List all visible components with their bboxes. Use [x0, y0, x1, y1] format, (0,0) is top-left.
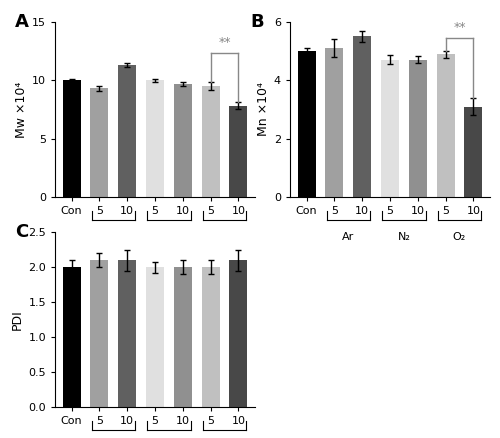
Text: B: B — [250, 13, 264, 31]
Bar — [230, 260, 248, 407]
Bar — [118, 65, 136, 197]
Text: O₂: O₂ — [453, 232, 466, 242]
Text: **: ** — [218, 36, 230, 49]
Bar — [436, 54, 454, 197]
Bar — [202, 86, 220, 197]
Bar — [90, 260, 108, 407]
Y-axis label: Mw ×10⁴: Mw ×10⁴ — [15, 81, 28, 138]
Bar — [90, 88, 108, 197]
Text: N₂: N₂ — [162, 232, 175, 242]
Bar — [381, 60, 399, 197]
Bar — [174, 267, 192, 407]
Bar — [62, 267, 80, 407]
Text: Ar: Ar — [107, 232, 120, 242]
Bar — [62, 80, 80, 197]
Text: N₂: N₂ — [398, 232, 410, 242]
Bar — [326, 48, 344, 197]
Text: O₂: O₂ — [218, 232, 231, 242]
Bar — [202, 267, 220, 407]
Bar — [118, 260, 136, 407]
Bar — [353, 36, 371, 197]
Bar — [146, 267, 164, 407]
Bar — [146, 80, 164, 197]
Text: A: A — [15, 13, 29, 31]
Text: **: ** — [453, 21, 466, 34]
Text: Ar: Ar — [342, 232, 354, 242]
Bar — [174, 84, 192, 197]
Bar — [230, 106, 248, 197]
Y-axis label: Mn ×10⁴: Mn ×10⁴ — [256, 82, 270, 137]
Text: C: C — [15, 223, 28, 241]
Bar — [298, 51, 316, 197]
Bar — [464, 106, 482, 197]
Bar — [409, 60, 427, 197]
Y-axis label: PDI: PDI — [11, 309, 24, 330]
